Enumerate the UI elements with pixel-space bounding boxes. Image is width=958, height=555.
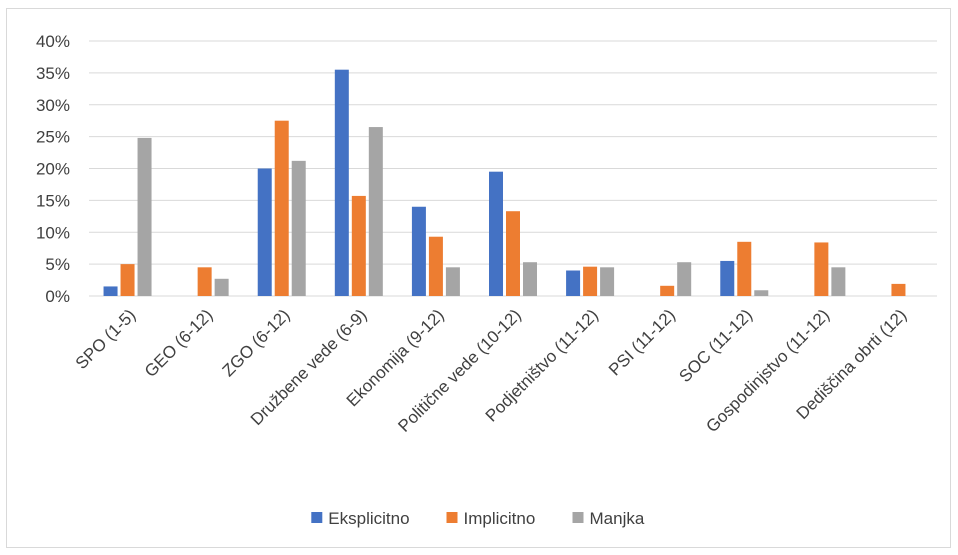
bar — [600, 267, 615, 296]
bar — [137, 137, 152, 296]
bar — [583, 266, 598, 296]
legend-item: Implicitno — [446, 509, 536, 528]
bar — [257, 168, 272, 296]
bar — [677, 262, 692, 296]
bar — [428, 236, 443, 296]
y-tick-label: 0% — [45, 287, 70, 306]
bar — [291, 160, 306, 296]
gridlines — [89, 40, 937, 297]
y-tick-label: 20% — [36, 160, 70, 179]
legend-item: Manjka — [572, 509, 645, 528]
chart-frame: 0% 5% 10% 15% 20% 25% 30% 35% 40% SPO (1-5) GEO (… — [6, 8, 951, 548]
y-tick-label: 5% — [45, 255, 70, 274]
y-tick-label: 10% — [36, 223, 70, 242]
y-tick-label: 30% — [36, 96, 70, 115]
bar — [566, 270, 581, 296]
bar — [754, 290, 769, 296]
bars — [103, 69, 906, 296]
x-axis: SPO (1-5) GEO (6-12) ZGO (6-12)Družbene ve… — [72, 305, 910, 436]
legend-item: Eksplicitno — [311, 509, 410, 528]
bar — [489, 171, 503, 296]
y-tick-label: 25% — [36, 128, 70, 147]
x-tick-label: ZGO (6-12) — [219, 305, 294, 380]
legend-swatch — [572, 512, 584, 523]
bar — [891, 283, 906, 296]
bar — [831, 267, 846, 296]
bar — [197, 267, 212, 296]
bar — [368, 127, 383, 296]
legend-label: Manjka — [590, 509, 645, 528]
bar — [720, 260, 735, 296]
x-tick-label: SPO (1-5) — [72, 305, 140, 373]
bar — [660, 285, 675, 296]
bar — [214, 278, 229, 296]
bar — [411, 206, 426, 296]
legend-label: Implicitno — [464, 509, 536, 528]
x-tick-label: SOC (11-12) — [675, 305, 756, 386]
bar — [120, 264, 135, 296]
legend: Eksplicitno Implicitno Manjka — [311, 509, 645, 528]
y-tick-label: 35% — [36, 64, 70, 83]
y-tick-label: 15% — [36, 191, 70, 210]
bar — [274, 120, 289, 296]
legend-swatch — [311, 512, 323, 523]
y-axis: 0% 5% 10% 15% 20% 25% 30% 35% 40% — [36, 32, 70, 306]
bar — [351, 195, 366, 296]
legend-swatch — [446, 512, 458, 523]
x-tick-label: PSI (11-12) — [605, 305, 679, 379]
bar — [103, 286, 118, 296]
bar — [506, 211, 520, 296]
legend-label: Eksplicitno — [328, 509, 409, 528]
bar — [445, 267, 460, 296]
y-tick-label: 40% — [36, 32, 70, 51]
bar — [523, 262, 537, 296]
bar — [814, 242, 829, 296]
bar — [737, 241, 752, 296]
x-tick-label: GEO (6-12) — [141, 305, 217, 381]
bar-chart: 0% 5% 10% 15% 20% 25% 30% 35% 40% SPO (1-5) GEO (… — [36, 32, 937, 528]
bar — [334, 69, 349, 296]
